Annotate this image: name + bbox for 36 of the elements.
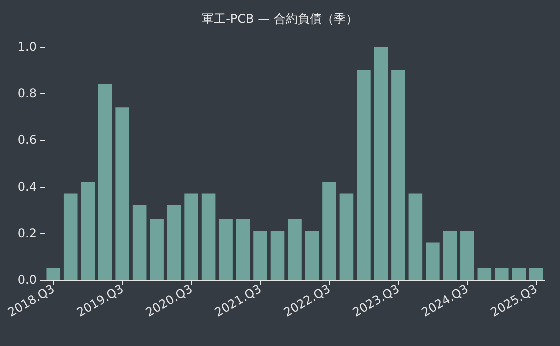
bar [202,194,216,280]
bar [288,219,302,280]
bar [167,205,182,280]
y-tick-label: 0.8 [18,86,37,101]
y-tick-label: 0.2 [18,226,37,240]
y-tick-label: 0.0 [18,273,37,287]
bar [270,231,285,280]
bar [529,268,544,280]
bar [150,219,164,280]
bar [495,268,509,280]
bar [322,182,336,280]
bar [81,182,95,280]
bar [116,108,130,280]
bar [478,268,492,280]
bar [46,268,61,280]
y-tick-label: 0.4 [18,180,37,194]
chart-title: 軍工-PCB — 合約負債（季） [202,12,358,26]
bar [357,70,371,280]
bar [219,219,233,280]
y-tick-label: 0.6 [18,133,37,148]
bar [64,194,78,280]
bar [132,205,147,280]
bar [184,194,198,280]
bar [408,194,423,280]
bar [254,231,268,280]
bar [374,47,388,280]
bar [443,231,458,280]
bar [460,231,474,280]
y-tick-label: 1.0 [18,40,37,54]
bar [98,84,112,280]
bar [236,219,250,280]
bar [340,194,354,280]
bar [512,268,526,280]
bar [392,70,406,280]
bar [305,231,320,280]
bar [426,242,440,280]
